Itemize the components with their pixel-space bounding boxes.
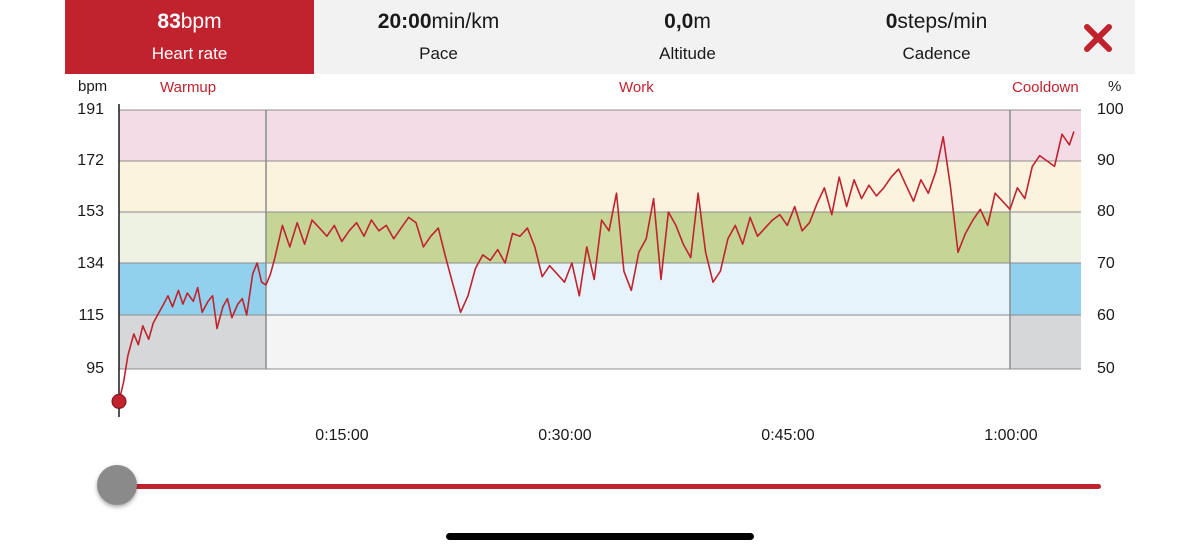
metric-tabs: 83bpm Heart rate 20:00min/km Pace 0,0m A… bbox=[65, 0, 1135, 74]
zone-band-verylight bbox=[266, 315, 1010, 369]
zone-band-light bbox=[1010, 263, 1081, 315]
y-left-tick: 172 bbox=[77, 152, 104, 169]
x-tick-label: 0:15:00 bbox=[315, 427, 369, 444]
heart-rate-series-line bbox=[118, 131, 1075, 402]
altitude-value: 0,0m bbox=[664, 10, 711, 33]
zone-band-verylight bbox=[1010, 315, 1081, 369]
y-right-tick: 90 bbox=[1097, 152, 1115, 169]
zone-band-hard bbox=[266, 161, 1010, 212]
heart-rate-label: Heart rate bbox=[151, 44, 228, 63]
zone-band-light bbox=[266, 263, 1010, 315]
tab-pace[interactable]: 20:00min/km Pace bbox=[314, 0, 563, 74]
cadence-label: Cadence bbox=[902, 44, 971, 63]
x-tick-label: 1:00:00 bbox=[984, 427, 1038, 444]
y-left-tick: 153 bbox=[77, 203, 104, 220]
timeline-slider-thumb[interactable] bbox=[97, 465, 137, 505]
zone-band-moderate bbox=[1010, 212, 1081, 263]
y-right-tick: 100 bbox=[1097, 101, 1124, 118]
phase-label-cooldown: Cooldown bbox=[1012, 79, 1079, 96]
x-tick-label: 0:30:00 bbox=[538, 427, 592, 444]
zone-band-max bbox=[266, 110, 1010, 161]
tab-heart-rate[interactable]: 83bpm Heart rate bbox=[65, 0, 314, 74]
y-left-tick: 134 bbox=[77, 255, 104, 272]
y-left-tick: 95 bbox=[86, 360, 104, 377]
cadence-value: 0steps/min bbox=[885, 10, 988, 33]
y-left-unit-label: bpm bbox=[78, 78, 108, 95]
altitude-label: Altitude bbox=[659, 44, 716, 63]
close-x-icon bbox=[1084, 24, 1112, 52]
zone-band-verylight bbox=[119, 315, 267, 369]
home-indicator bbox=[446, 533, 754, 540]
y-right-tick: 80 bbox=[1097, 203, 1115, 220]
tab-cadence[interactable]: 0steps/min Cadence bbox=[812, 0, 1061, 74]
zone-band-hard bbox=[1010, 161, 1081, 212]
zone-band-max bbox=[1010, 110, 1081, 161]
zone-band-max bbox=[119, 110, 267, 161]
timeline-slider-track[interactable] bbox=[118, 484, 1101, 489]
heart-rate-value: 83bpm bbox=[157, 10, 222, 33]
x-tick-label: 0:45:00 bbox=[761, 427, 815, 444]
pace-label: Pace bbox=[419, 44, 458, 63]
zone-band-moderate bbox=[119, 212, 267, 263]
y-right-tick: 70 bbox=[1097, 255, 1115, 272]
phase-label-warmup: Warmup bbox=[160, 79, 217, 96]
current-position-marker bbox=[111, 393, 127, 409]
close-button[interactable] bbox=[1078, 18, 1118, 58]
y-right-tick: 50 bbox=[1097, 360, 1115, 377]
y-left-tick: 191 bbox=[77, 101, 104, 118]
y-right-unit-label: % bbox=[1108, 78, 1122, 95]
tab-altitude[interactable]: 0,0m Altitude bbox=[563, 0, 812, 74]
y-right-tick: 60 bbox=[1097, 307, 1115, 324]
zone-band-light bbox=[119, 263, 267, 315]
pace-value: 20:00min/km bbox=[377, 10, 500, 33]
y-left-tick: 115 bbox=[78, 307, 104, 324]
phase-label-work: Work bbox=[619, 79, 654, 96]
zone-band-hard bbox=[119, 161, 267, 212]
